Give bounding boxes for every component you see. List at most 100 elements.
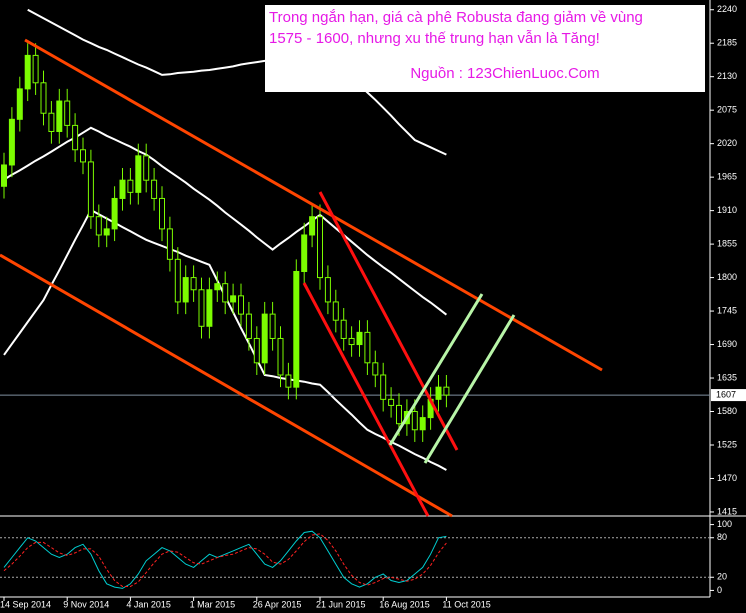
y-tick-label: 1855 (717, 238, 737, 248)
y-tick-label: 1910 (717, 205, 737, 215)
candle-body (293, 271, 300, 388)
candle-body (16, 88, 23, 120)
candle-body (443, 386, 450, 396)
candle-body (8, 118, 15, 166)
candle-body (198, 289, 205, 327)
candle-body (111, 197, 118, 230)
candle-body (182, 277, 189, 303)
band-line (27, 8, 447, 156)
trend-line (388, 293, 484, 446)
candle-body (419, 417, 426, 431)
x-tick-label: 11 Oct 2015 (442, 599, 490, 609)
x-tick-label: 16 Aug 2015 (379, 599, 430, 609)
candle-body (174, 258, 181, 303)
y-tick-label: 1800 (717, 272, 737, 282)
candle-body (87, 161, 94, 218)
candle-body (32, 54, 39, 84)
y-tick-label: 2185 (717, 38, 737, 48)
candle-body (411, 411, 418, 431)
candle-body (119, 179, 126, 199)
y-tick-label: 1580 (717, 406, 737, 416)
candle-body (332, 301, 339, 321)
candle-body (206, 289, 213, 327)
candle-body (285, 374, 292, 388)
y-tick-label: 1470 (717, 473, 737, 483)
candle-body (151, 179, 158, 199)
y-tick-label: 2240 (717, 4, 737, 14)
trend-line (318, 191, 459, 451)
y-tick-label: 1415 (717, 506, 737, 516)
candle-body (56, 100, 63, 132)
price-label-box (711, 389, 746, 402)
candle-body (159, 197, 165, 230)
candle-body (127, 179, 134, 193)
candle-body (396, 404, 402, 425)
candle-body (380, 374, 387, 400)
candle-body (64, 100, 71, 126)
candle-body (364, 331, 371, 364)
annotation-line: 1575 - 1600, nhưng xu thế trung hạn vẫn … (269, 30, 600, 47)
y-tick-label: 1525 (717, 439, 737, 449)
candle-body (143, 155, 150, 181)
y-tick-label: 1745 (717, 305, 737, 315)
price-label: 1607 (716, 389, 736, 399)
candle-body (277, 337, 284, 376)
x-tick-label: 14 Sep 2014 (0, 599, 51, 609)
x-tick-label: 1 Mar 2015 (190, 599, 236, 609)
osc-tick-label: 80 (717, 532, 727, 542)
candle-body (301, 234, 308, 273)
osc-tick-label: 100 (717, 519, 732, 529)
candle-body (190, 277, 197, 291)
candle-body (80, 149, 86, 163)
trend-line (302, 282, 430, 517)
annotation-box: Trong ngắn hạn, giá cà phê Robusta đang … (265, 5, 705, 92)
candle-body (388, 398, 395, 406)
x-tick-label: 4 Jan 2015 (126, 599, 171, 609)
osc-tick-label: 20 (717, 572, 727, 582)
annotation-line: Trong ngắn hạn, giá cà phê Robusta đang … (269, 9, 643, 26)
candle-body (135, 155, 142, 193)
candle-body (261, 313, 268, 364)
candle-body (1, 164, 7, 187)
x-tick-label: 21 Jun 2015 (316, 599, 366, 609)
candle-body (40, 82, 47, 114)
trend-line (423, 314, 516, 464)
candle-body (214, 283, 221, 291)
candle-body (166, 228, 173, 260)
candle-body (245, 313, 252, 339)
candle-body (309, 216, 316, 236)
candle-body (269, 313, 276, 339)
trend-lines (0, 38, 603, 518)
candle-body (340, 319, 347, 339)
candle-body (95, 216, 102, 236)
candle-body (48, 112, 55, 132)
osc-line (3, 530, 447, 589)
y-tick-label: 2075 (717, 105, 737, 115)
candle-body (230, 295, 237, 303)
candle-body (435, 386, 442, 400)
candle-body (103, 228, 110, 236)
trend-line (24, 38, 603, 372)
source-text: Nguồn : 123ChienLuoc.Com (410, 65, 600, 82)
trend-line (0, 253, 453, 518)
x-tick-label: 9 Nov 2014 (63, 599, 109, 609)
y-tick-label: 1690 (717, 339, 737, 349)
candle-body (24, 54, 31, 90)
osc-line (3, 533, 447, 587)
y-tick-label: 2020 (717, 138, 737, 148)
candle-body (238, 295, 244, 315)
x-tick-label: 26 Apr 2015 (253, 599, 302, 609)
candle-body (372, 362, 379, 376)
candle-body (253, 337, 260, 364)
candle-body (356, 331, 363, 346)
candle-body (222, 283, 229, 303)
candle-body (348, 337, 355, 346)
y-tick-label: 1635 (717, 372, 737, 382)
candle-body (317, 216, 323, 279)
y-tick-label: 1965 (717, 172, 737, 182)
osc-tick-label: 0 (717, 585, 722, 595)
candle-body (324, 277, 331, 303)
y-tick-label: 2130 (717, 71, 737, 81)
